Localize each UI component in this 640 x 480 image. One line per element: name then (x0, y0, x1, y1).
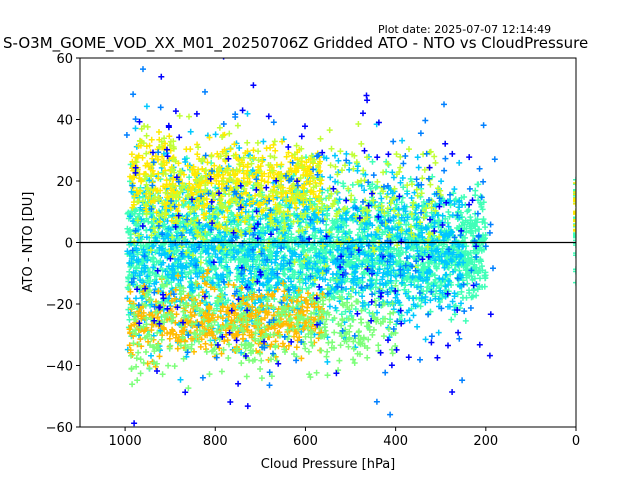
x-tick-label: 200 (473, 434, 498, 449)
x-tick-label: 400 (383, 434, 408, 449)
y-tick-label: 40 (56, 114, 73, 129)
scatter-point-group (131, 112, 444, 284)
y-tick-label: −20 (46, 298, 73, 313)
x-tick-label: 0 (572, 434, 580, 449)
x-axis-label: Cloud Pressure [hPa] (261, 457, 396, 472)
chart-title: S-O3M_GOME_VOD_XX_M01_20250706Z Gridded … (3, 34, 589, 52)
y-axis-ticks: −60 −40 −20 0 20 40 60 (46, 52, 80, 436)
y-tick-label: 0 (65, 237, 73, 252)
plot-date-label: Plot date: 2025-07-07 12:14:49 (378, 23, 552, 36)
scatter-points (123, 58, 576, 427)
scatter-point-group (123, 66, 498, 418)
x-tick-label: 800 (203, 434, 228, 449)
x-tick-label: 600 (293, 434, 318, 449)
y-tick-label: −60 (46, 421, 73, 436)
y-tick-label: −40 (46, 360, 73, 375)
x-axis-ticks: 1000 800 600 400 200 0 (109, 427, 580, 449)
y-tick-label: 20 (56, 175, 73, 190)
y-tick-label: 60 (56, 52, 73, 67)
x-tick-label: 1000 (109, 434, 142, 449)
y-axis-label: ATO - NTO [DU] (21, 192, 36, 293)
